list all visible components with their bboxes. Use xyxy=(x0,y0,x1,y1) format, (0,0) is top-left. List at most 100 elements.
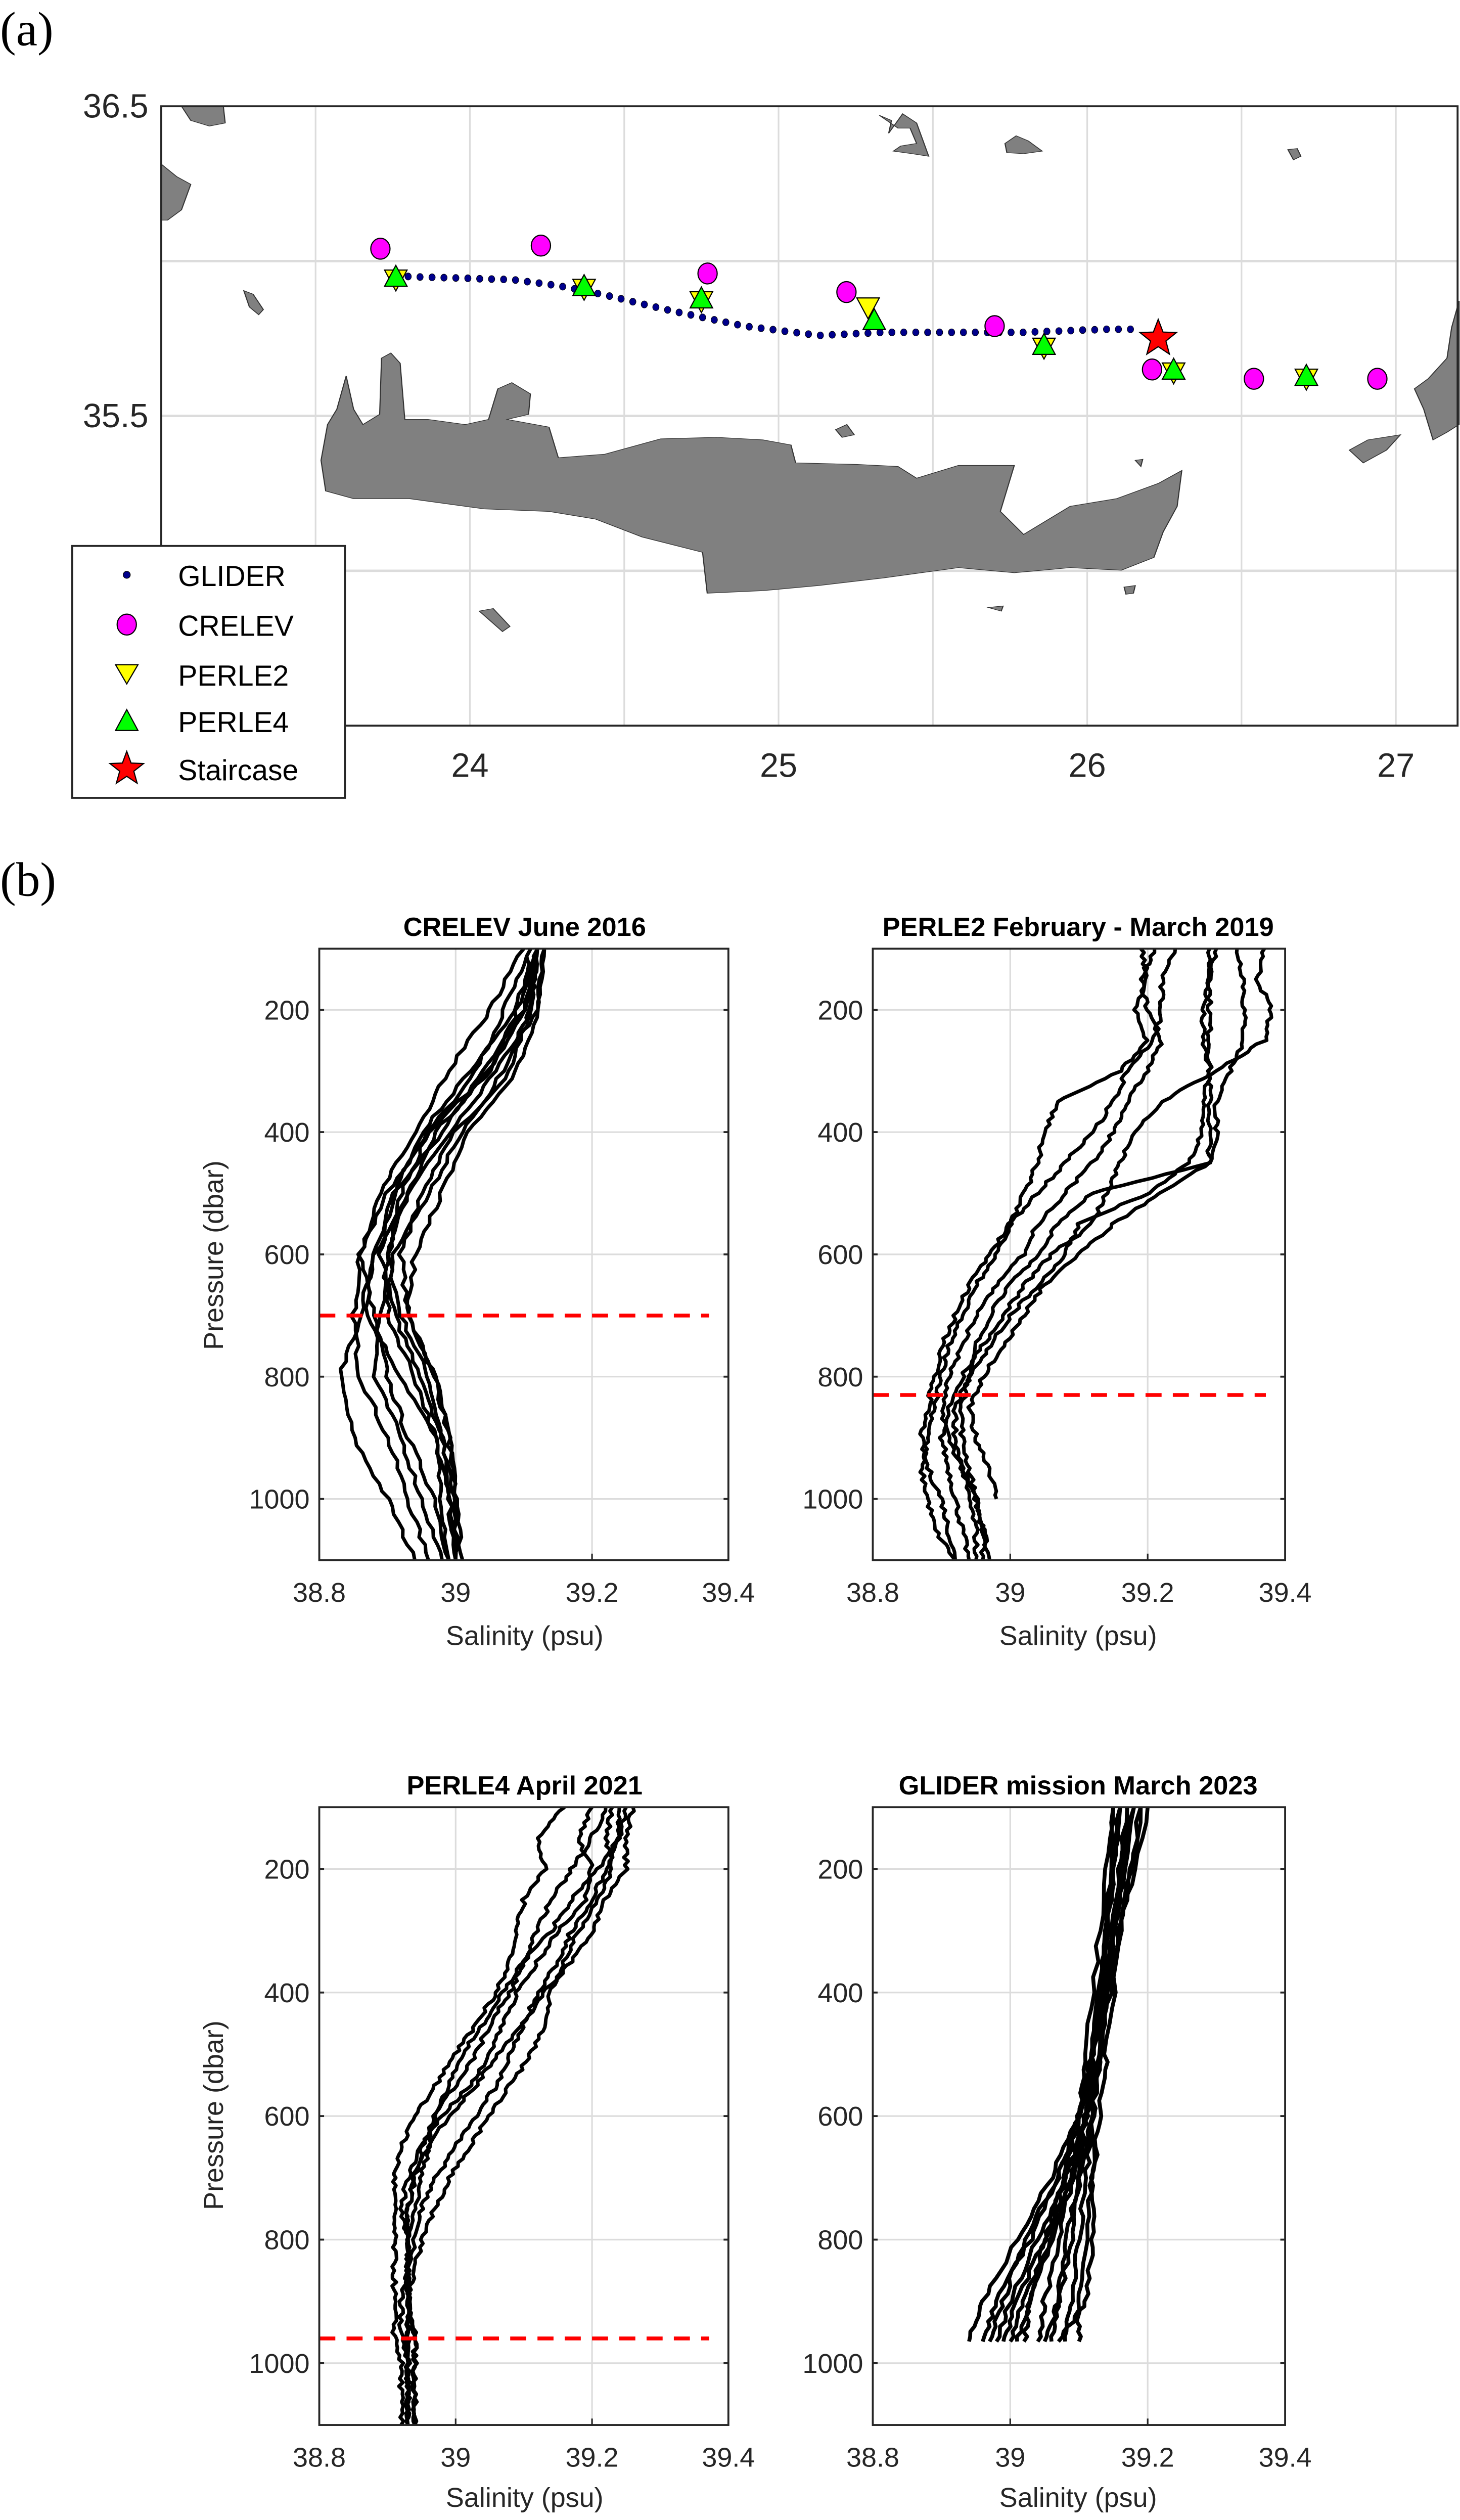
map-x-tick-label: 24 xyxy=(451,747,488,785)
map-y-tick-label: 35.5 xyxy=(83,397,149,435)
glider-track-point xyxy=(1127,325,1134,333)
perle2-marker xyxy=(856,297,881,320)
island xyxy=(1004,135,1043,154)
perle4-marker xyxy=(383,264,408,287)
x-tick-label: 39 xyxy=(440,1578,471,1608)
island xyxy=(1348,434,1402,464)
glider-track-point xyxy=(617,295,625,303)
salinity-profile-line xyxy=(966,949,1248,1500)
crelev-marker xyxy=(1367,368,1388,390)
x-tick-label: 39.2 xyxy=(566,2443,619,2473)
legend-crelev-label: CRELEV xyxy=(178,610,294,642)
glider-track-point xyxy=(1067,327,1074,335)
y-tick-label: 200 xyxy=(264,995,310,1025)
x-tick-label: 39 xyxy=(440,2443,471,2473)
salinity-profile-line xyxy=(377,949,539,1560)
crelev-marker xyxy=(1244,368,1264,390)
crelev-marker xyxy=(1142,358,1162,381)
salinity-profile-line xyxy=(403,1807,628,2303)
legend-perle2-triangle-icon xyxy=(114,664,139,685)
panel-title: GLIDER mission March 2023 xyxy=(899,1771,1258,1801)
map-tick-labels: 24 25 26 27 36.5 35.5 xyxy=(83,87,1415,784)
crete-island xyxy=(320,352,1183,594)
glider-track-point xyxy=(440,274,447,282)
glider-track-point xyxy=(675,308,683,317)
profile-panel-perle4: PERLE4 April 2021 Salinity (psu) Pressur… xyxy=(199,1771,755,2513)
glider-track-point xyxy=(404,273,412,281)
x-axis-label: Salinity (psu) xyxy=(999,2483,1157,2513)
glider-track-point xyxy=(734,321,741,329)
x-tick-label: 39.4 xyxy=(702,1578,755,1608)
glider-track-point xyxy=(1103,325,1110,333)
profile-lines xyxy=(918,949,1273,1560)
salinity-profile-line xyxy=(390,1807,566,2425)
glider-track-point xyxy=(781,327,789,335)
glider-track-point xyxy=(428,274,436,281)
glider-track-point xyxy=(1115,325,1122,333)
glider-track-point xyxy=(641,300,648,308)
glider-track-point xyxy=(464,274,472,282)
y-axis-label: Pressure (dbar) xyxy=(199,1160,229,1350)
map-y-tick-label: 36.5 xyxy=(83,87,149,125)
glider-track-point xyxy=(687,311,695,319)
y-tick-label: 600 xyxy=(264,2101,310,2132)
salinity-profile-line xyxy=(940,949,1164,1560)
panel-label-a: (a) xyxy=(0,3,54,56)
x-tick-label: 39.2 xyxy=(1121,2443,1174,2473)
profile-panel-crelev: CRELEV June 2016 Salinity (psu) Pressure… xyxy=(199,913,755,1651)
island xyxy=(1413,300,1460,441)
axes-frame xyxy=(872,1806,1286,2426)
glider-track-point xyxy=(1091,326,1099,334)
legend-crelev-circle-icon xyxy=(116,613,137,636)
map-panel: 24 25 26 27 36.5 35.5 GLIDER CRELEV PERLE2 PE… xyxy=(71,87,1460,799)
y-tick-label: 200 xyxy=(817,995,863,1025)
glider-track-point xyxy=(912,328,920,336)
map-x-tick-label: 26 xyxy=(1069,747,1106,785)
legend-staircase-star-icon xyxy=(108,749,146,785)
map-axes-frame xyxy=(160,105,1459,727)
glider-track-point xyxy=(829,331,836,339)
profile-panel-perle2: PERLE2 February - March 2019 Salinity (p… xyxy=(802,913,1311,1651)
salinity-profile-line xyxy=(1057,1807,1143,2343)
x-axis-label: Salinity (psu) xyxy=(446,1621,604,1651)
y-axis-label: Pressure (dbar) xyxy=(199,2020,229,2210)
x-tick-label: 38.8 xyxy=(846,2443,899,2473)
glider-track-point xyxy=(816,331,824,339)
glider-track-point xyxy=(852,330,860,338)
axes-frame xyxy=(318,1806,729,2426)
profile-lines xyxy=(967,1807,1150,2343)
glider-track-point xyxy=(664,306,671,314)
perle4-marker xyxy=(1032,332,1057,355)
glider-track-point xyxy=(452,274,460,282)
glider-track-point xyxy=(652,303,660,311)
perle4-marker xyxy=(689,286,714,309)
salinity-profile-line xyxy=(918,949,1177,1560)
y-tick-label: 200 xyxy=(264,1854,310,1884)
glider-track-point xyxy=(417,273,424,281)
glider-track-point xyxy=(547,281,555,289)
land-masses xyxy=(160,106,1460,633)
salinity-profile-line xyxy=(397,949,539,1560)
salinity-profile-line xyxy=(372,949,539,1560)
profile-lines xyxy=(390,1807,636,2425)
glider-track-point xyxy=(476,275,483,283)
x-tick-label: 38.8 xyxy=(293,1578,346,1608)
glider-track-point xyxy=(512,276,519,284)
salinity-profile-line xyxy=(384,949,532,1560)
glider-track-point xyxy=(559,283,566,291)
map-x-tick-label: 27 xyxy=(1377,747,1415,785)
glider-track-point xyxy=(524,278,531,286)
perle4-marker xyxy=(1161,357,1186,380)
y-tick-label: 1000 xyxy=(802,2349,863,2379)
salinity-profile-line xyxy=(403,1807,614,2425)
y-tick-label: 400 xyxy=(817,1978,863,2008)
x-axis-label: Salinity (psu) xyxy=(446,2483,604,2513)
salinity-profile-line xyxy=(958,949,1214,1560)
legend-perle4-label: PERLE4 xyxy=(178,706,289,739)
perle4-marker xyxy=(1294,363,1319,386)
glider-track-point xyxy=(948,328,955,336)
map-markers xyxy=(370,235,1388,391)
glider-track-point xyxy=(805,330,812,338)
glider-track-point xyxy=(711,316,718,324)
